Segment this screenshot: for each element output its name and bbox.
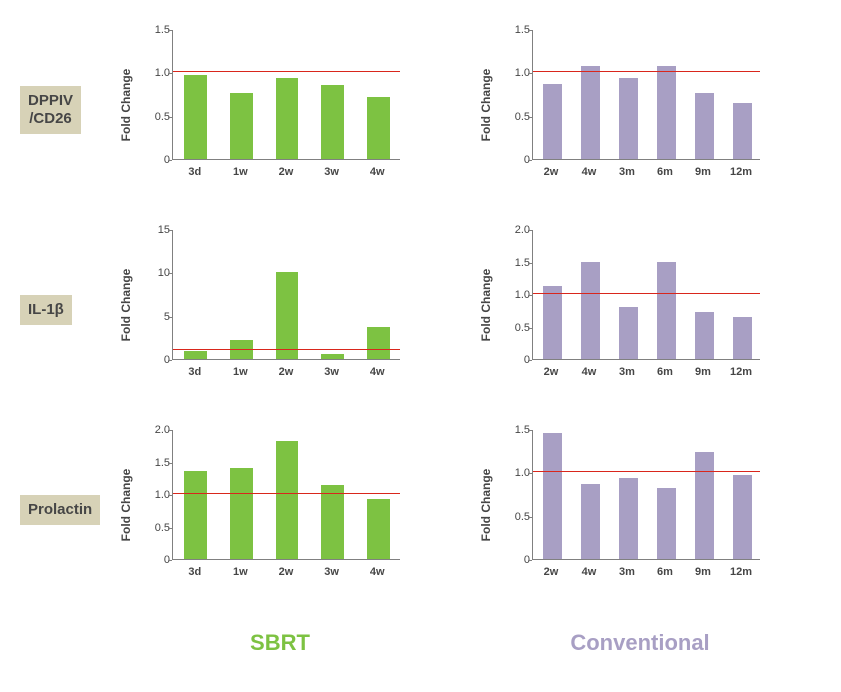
x-tick-label: 4w [582, 366, 597, 378]
reference-line [173, 71, 400, 73]
x-tick-label: 4w [370, 566, 385, 578]
bar [619, 478, 638, 559]
bar [367, 97, 390, 159]
column-title-sbrt: SBRT [130, 620, 430, 670]
x-tick-label: 3d [188, 566, 201, 578]
plot-area [532, 430, 760, 560]
y-axis-label: Fold Change [119, 269, 133, 342]
reference-line [533, 471, 760, 473]
bar [321, 85, 344, 159]
x-tick-label: 2w [279, 166, 294, 178]
plot-area [532, 230, 760, 360]
bar [581, 484, 600, 559]
x-tick-label: 2w [544, 366, 559, 378]
chart-dppiv_conv: Fold Change00.51.01.52w4w3m6m9m12m [490, 20, 770, 190]
bar [276, 78, 299, 159]
chart-dppiv_sbrt: Fold Change00.51.01.53d1w2w3w4w [130, 20, 410, 190]
bar [321, 485, 344, 559]
x-tick-label: 3m [619, 366, 635, 378]
x-tick-label: 9m [695, 566, 711, 578]
x-tick-label: 2w [279, 566, 294, 578]
x-tick-label: 4w [370, 366, 385, 378]
plot-area [532, 30, 760, 160]
bar [230, 93, 253, 159]
bar [695, 312, 714, 359]
row-label-text: DPPIV/CD26 [20, 86, 81, 134]
x-tick-label: 3w [324, 166, 339, 178]
bar [184, 75, 207, 159]
bar [581, 262, 600, 360]
x-tick-label: 9m [695, 366, 711, 378]
y-axis-label: Fold Change [479, 269, 493, 342]
x-tick-label: 12m [730, 366, 752, 378]
plot-area [172, 430, 400, 560]
bar [367, 327, 390, 359]
reference-line [173, 493, 400, 495]
x-tick-label: 2w [279, 366, 294, 378]
x-tick-label: 6m [657, 366, 673, 378]
x-tick-label: 3w [324, 566, 339, 578]
chart-grid: DPPIV/CD26Fold Change00.51.01.53d1w2w3w4… [20, 20, 821, 670]
x-tick-label: 3d [188, 166, 201, 178]
row-label-text: Prolactin [20, 495, 100, 525]
x-tick-label: 6m [657, 166, 673, 178]
bar [543, 84, 562, 159]
row-label: DPPIV/CD26 [20, 20, 130, 200]
reference-line [173, 349, 400, 351]
y-axis-label: Fold Change [479, 469, 493, 542]
bar [695, 93, 714, 159]
x-tick-label: 9m [695, 166, 711, 178]
x-tick-label: 6m [657, 566, 673, 578]
bar [543, 286, 562, 359]
x-tick-label: 4w [370, 166, 385, 178]
x-tick-label: 3m [619, 166, 635, 178]
y-axis-label: Fold Change [479, 69, 493, 142]
x-tick-label: 1w [233, 566, 248, 578]
bar [321, 354, 344, 359]
bar [184, 471, 207, 559]
x-tick-label: 2w [544, 166, 559, 178]
y-axis-label: Fold Change [119, 469, 133, 542]
x-tick-label: 1w [233, 166, 248, 178]
bar [695, 452, 714, 559]
y-axis-label: Fold Change [119, 69, 133, 142]
bar [657, 488, 676, 559]
row-label: Prolactin [20, 420, 130, 600]
chart-il1b_conv: Fold Change00.51.01.52.02w4w3m6m9m12m [490, 220, 770, 390]
bar [657, 262, 676, 360]
bar [230, 468, 253, 559]
chart-prolactin_conv: Fold Change00.51.01.52w4w3m6m9m12m [490, 420, 770, 590]
x-tick-label: 3m [619, 566, 635, 578]
bar [619, 78, 638, 159]
bar [733, 103, 752, 159]
x-tick-label: 12m [730, 166, 752, 178]
bar [581, 66, 600, 159]
x-tick-label: 12m [730, 566, 752, 578]
bar [733, 475, 752, 559]
x-tick-label: 3d [188, 366, 201, 378]
row-label-text: IL-1β [20, 295, 72, 325]
reference-line [533, 293, 760, 295]
bar [367, 499, 390, 559]
column-title-conventional: Conventional [490, 620, 790, 670]
plot-area [172, 30, 400, 160]
x-tick-label: 1w [233, 366, 248, 378]
bar [276, 441, 299, 559]
reference-line [533, 71, 760, 73]
x-tick-label: 2w [544, 566, 559, 578]
x-tick-label: 4w [582, 566, 597, 578]
row-label: IL-1β [20, 220, 130, 400]
bar [184, 351, 207, 359]
chart-il1b_sbrt: Fold Change0510153d1w2w3w4w [130, 220, 410, 390]
x-tick-label: 3w [324, 366, 339, 378]
bar [733, 317, 752, 359]
bar [657, 66, 676, 159]
bar [543, 433, 562, 559]
plot-area [172, 230, 400, 360]
x-tick-label: 4w [582, 166, 597, 178]
chart-prolactin_sbrt: Fold Change00.51.01.52.03d1w2w3w4w [130, 420, 410, 590]
bar [276, 272, 299, 359]
bar [619, 307, 638, 359]
